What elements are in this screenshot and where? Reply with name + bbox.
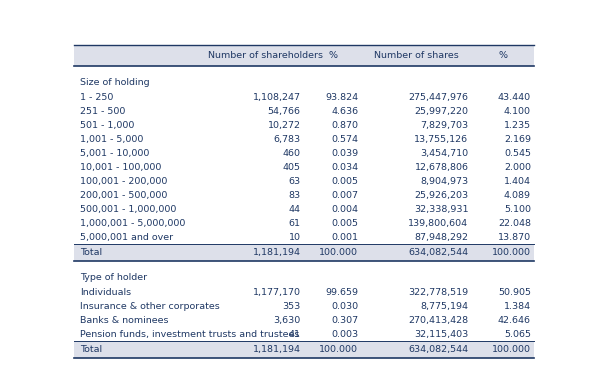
Text: 0.005: 0.005 — [331, 177, 358, 186]
Text: 4.100: 4.100 — [504, 106, 531, 116]
Text: 634,082,544: 634,082,544 — [409, 248, 468, 257]
Text: 22.048: 22.048 — [498, 219, 531, 228]
Text: 63: 63 — [289, 177, 301, 186]
Text: 4.089: 4.089 — [504, 190, 531, 200]
Text: 501 - 1,000: 501 - 1,000 — [79, 120, 134, 129]
Text: 10,001 - 100,000: 10,001 - 100,000 — [79, 163, 161, 172]
Text: 100.000: 100.000 — [319, 248, 358, 257]
Text: 12,678,806: 12,678,806 — [415, 163, 468, 172]
Bar — [74, 341, 534, 358]
Text: 2.000: 2.000 — [504, 163, 531, 172]
Text: 139,800,604: 139,800,604 — [409, 219, 468, 228]
Text: 32,115,403: 32,115,403 — [414, 330, 468, 339]
Bar — [74, 244, 534, 261]
Text: 99.659: 99.659 — [325, 288, 358, 297]
Text: 25,926,203: 25,926,203 — [415, 190, 468, 200]
Text: 100.000: 100.000 — [492, 345, 531, 354]
Text: 10,272: 10,272 — [267, 120, 301, 129]
Text: 1,108,247: 1,108,247 — [253, 93, 301, 102]
Text: 1,001 - 5,000: 1,001 - 5,000 — [79, 135, 143, 144]
Text: 1,181,194: 1,181,194 — [253, 345, 301, 354]
Text: 6,783: 6,783 — [273, 135, 301, 144]
Text: 634,082,544: 634,082,544 — [409, 345, 468, 354]
Text: 5,000,001 and over: 5,000,001 and over — [79, 232, 173, 242]
Text: 460: 460 — [283, 148, 301, 158]
Text: 0.870: 0.870 — [331, 120, 358, 129]
Text: 44: 44 — [289, 205, 301, 214]
Text: 42.646: 42.646 — [498, 316, 531, 325]
Text: 270,413,428: 270,413,428 — [409, 316, 468, 325]
Text: 25,997,220: 25,997,220 — [415, 106, 468, 116]
Text: Total: Total — [79, 248, 102, 257]
Text: 275,447,976: 275,447,976 — [409, 93, 468, 102]
Text: 5.100: 5.100 — [504, 205, 531, 214]
Text: 0.039: 0.039 — [331, 148, 358, 158]
Text: 1.384: 1.384 — [504, 302, 531, 310]
Text: 93.824: 93.824 — [325, 93, 358, 102]
Text: 1 - 250: 1 - 250 — [79, 93, 113, 102]
Text: 0.007: 0.007 — [331, 190, 358, 200]
Text: Pension funds, investment trusts and trustees: Pension funds, investment trusts and tru… — [79, 330, 299, 339]
Text: 100.000: 100.000 — [319, 345, 358, 354]
Text: 7,829,703: 7,829,703 — [420, 120, 468, 129]
Text: 50.905: 50.905 — [498, 288, 531, 297]
Text: 200,001 - 500,000: 200,001 - 500,000 — [79, 190, 167, 200]
Text: 32,338,931: 32,338,931 — [414, 205, 468, 214]
Text: 0.001: 0.001 — [331, 232, 358, 242]
Text: 405: 405 — [283, 163, 301, 172]
Text: 54,766: 54,766 — [267, 106, 301, 116]
Text: 13,755,126: 13,755,126 — [415, 135, 468, 144]
Text: 0.005: 0.005 — [331, 219, 358, 228]
Text: 41: 41 — [289, 330, 301, 339]
Text: Total: Total — [79, 345, 102, 354]
Text: 8,775,194: 8,775,194 — [420, 302, 468, 310]
Text: 43.440: 43.440 — [498, 93, 531, 102]
Text: 0.307: 0.307 — [331, 316, 358, 325]
Text: 4.636: 4.636 — [331, 106, 358, 116]
Text: Insurance & other corporates: Insurance & other corporates — [79, 302, 219, 310]
Text: 8,904,973: 8,904,973 — [420, 177, 468, 186]
Text: 3,630: 3,630 — [273, 316, 301, 325]
Text: 1,181,194: 1,181,194 — [253, 248, 301, 257]
Text: 322,778,519: 322,778,519 — [409, 288, 468, 297]
Text: %: % — [328, 51, 337, 60]
Text: 0.004: 0.004 — [331, 205, 358, 214]
Text: Banks & nominees: Banks & nominees — [79, 316, 168, 325]
Text: 3,454,710: 3,454,710 — [420, 148, 468, 158]
Text: 100,001 - 200,000: 100,001 - 200,000 — [79, 177, 167, 186]
Text: Number of shares: Number of shares — [374, 51, 459, 60]
Text: 0.030: 0.030 — [331, 302, 358, 310]
Text: 61: 61 — [289, 219, 301, 228]
Text: 1,177,170: 1,177,170 — [253, 288, 301, 297]
Text: 13.870: 13.870 — [498, 232, 531, 242]
Text: 87,948,292: 87,948,292 — [415, 232, 468, 242]
Text: %: % — [498, 51, 508, 60]
Text: 353: 353 — [282, 302, 301, 310]
Text: 0.003: 0.003 — [331, 330, 358, 339]
Text: 2.169: 2.169 — [504, 135, 531, 144]
Text: 1.235: 1.235 — [504, 120, 531, 129]
Text: 1,000,001 - 5,000,000: 1,000,001 - 5,000,000 — [79, 219, 185, 228]
Bar — [74, 45, 534, 66]
Text: 1.404: 1.404 — [504, 177, 531, 186]
Text: 0.574: 0.574 — [331, 135, 358, 144]
Text: 83: 83 — [289, 190, 301, 200]
Text: Number of shareholders: Number of shareholders — [208, 51, 323, 60]
Text: 10: 10 — [289, 232, 301, 242]
Text: Type of holder: Type of holder — [79, 273, 146, 282]
Text: Individuals: Individuals — [79, 288, 131, 297]
Text: 500,001 - 1,000,000: 500,001 - 1,000,000 — [79, 205, 176, 214]
Text: 100.000: 100.000 — [492, 248, 531, 257]
Text: 0.545: 0.545 — [504, 148, 531, 158]
Text: 5,001 - 10,000: 5,001 - 10,000 — [79, 148, 149, 158]
Text: 5.065: 5.065 — [504, 330, 531, 339]
Text: Size of holding: Size of holding — [79, 78, 149, 87]
Text: 251 - 500: 251 - 500 — [79, 106, 125, 116]
Text: 0.034: 0.034 — [331, 163, 358, 172]
